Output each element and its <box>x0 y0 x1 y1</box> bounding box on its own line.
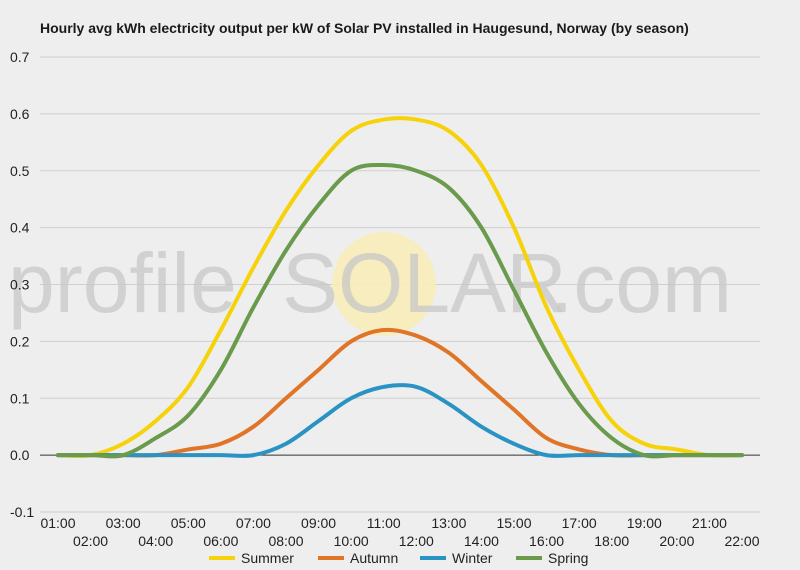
x-tick-label: 12:00 <box>399 533 434 549</box>
x-tick-label: 13:00 <box>431 515 466 531</box>
x-tick-label: 18:00 <box>594 533 629 549</box>
x-axis: 01:00 02:00 03:00 04:00 05:00 06:00 07:00 08:00… <box>40 515 759 549</box>
y-tick-label: 0.7 <box>10 49 30 65</box>
series-line-spring <box>56 163 744 459</box>
x-tick-label: 15:00 <box>496 515 531 531</box>
x-tick-label: 22:00 <box>724 533 759 549</box>
x-tick-label: 01:00 <box>40 515 75 531</box>
watermark-text-left: profile <box>8 236 237 330</box>
y-tick-label: 0.3 <box>10 277 30 293</box>
x-tick-label: 03:00 <box>106 515 141 531</box>
x-tick-label: 11:00 <box>367 515 401 531</box>
series-line-summer <box>56 116 744 458</box>
x-tick-label: 20:00 <box>659 533 694 549</box>
x-tick-label: 10:00 <box>334 533 369 549</box>
y-tick-label: 0.4 <box>10 220 30 236</box>
x-tick-label: 02:00 <box>73 533 108 549</box>
x-tick-label: 16:00 <box>529 533 564 549</box>
y-tick-label: 0.6 <box>10 106 30 122</box>
x-tick-label: 19:00 <box>627 515 662 531</box>
x-tick-label: 07:00 <box>236 515 271 531</box>
y-tick-label: 0.0 <box>10 447 30 463</box>
x-tick-label: 17:00 <box>562 515 597 531</box>
series-line-winter <box>56 383 744 458</box>
watermark-text-logo: SOLAR <box>282 236 567 330</box>
legend: Summer Autumn Winter Spring <box>209 550 588 566</box>
watermark-sun-icon <box>332 232 436 336</box>
y-axis: 0.7 0.6 0.5 0.4 0.3 0.2 0.1 0.0 -0.1 <box>10 49 34 520</box>
legend-label-spring: Spring <box>548 550 588 566</box>
x-tick-label: 08:00 <box>268 533 303 549</box>
y-tick-label: -0.1 <box>10 504 34 520</box>
legend-label-winter: Winter <box>452 550 493 566</box>
x-tick-label: 06:00 <box>203 533 238 549</box>
legend-label-autumn: Autumn <box>350 550 398 566</box>
y-tick-label: 0.1 <box>10 390 30 406</box>
watermark: profile SOLAR .com <box>8 232 732 336</box>
x-tick-label: 09:00 <box>301 515 336 531</box>
x-tick-label: 21:00 <box>692 515 727 531</box>
chart-title: Hourly avg kWh electricity output per kW… <box>40 20 689 36</box>
legend-label-summer: Summer <box>241 550 294 566</box>
series-layer <box>56 116 744 459</box>
y-tick-label: 0.2 <box>10 333 30 349</box>
x-tick-label: 04:00 <box>138 533 173 549</box>
y-tick-label: 0.5 <box>10 163 30 179</box>
watermark-text-right: .com <box>550 236 732 330</box>
x-tick-label: 05:00 <box>171 515 206 531</box>
x-tick-label: 14:00 <box>464 533 499 549</box>
